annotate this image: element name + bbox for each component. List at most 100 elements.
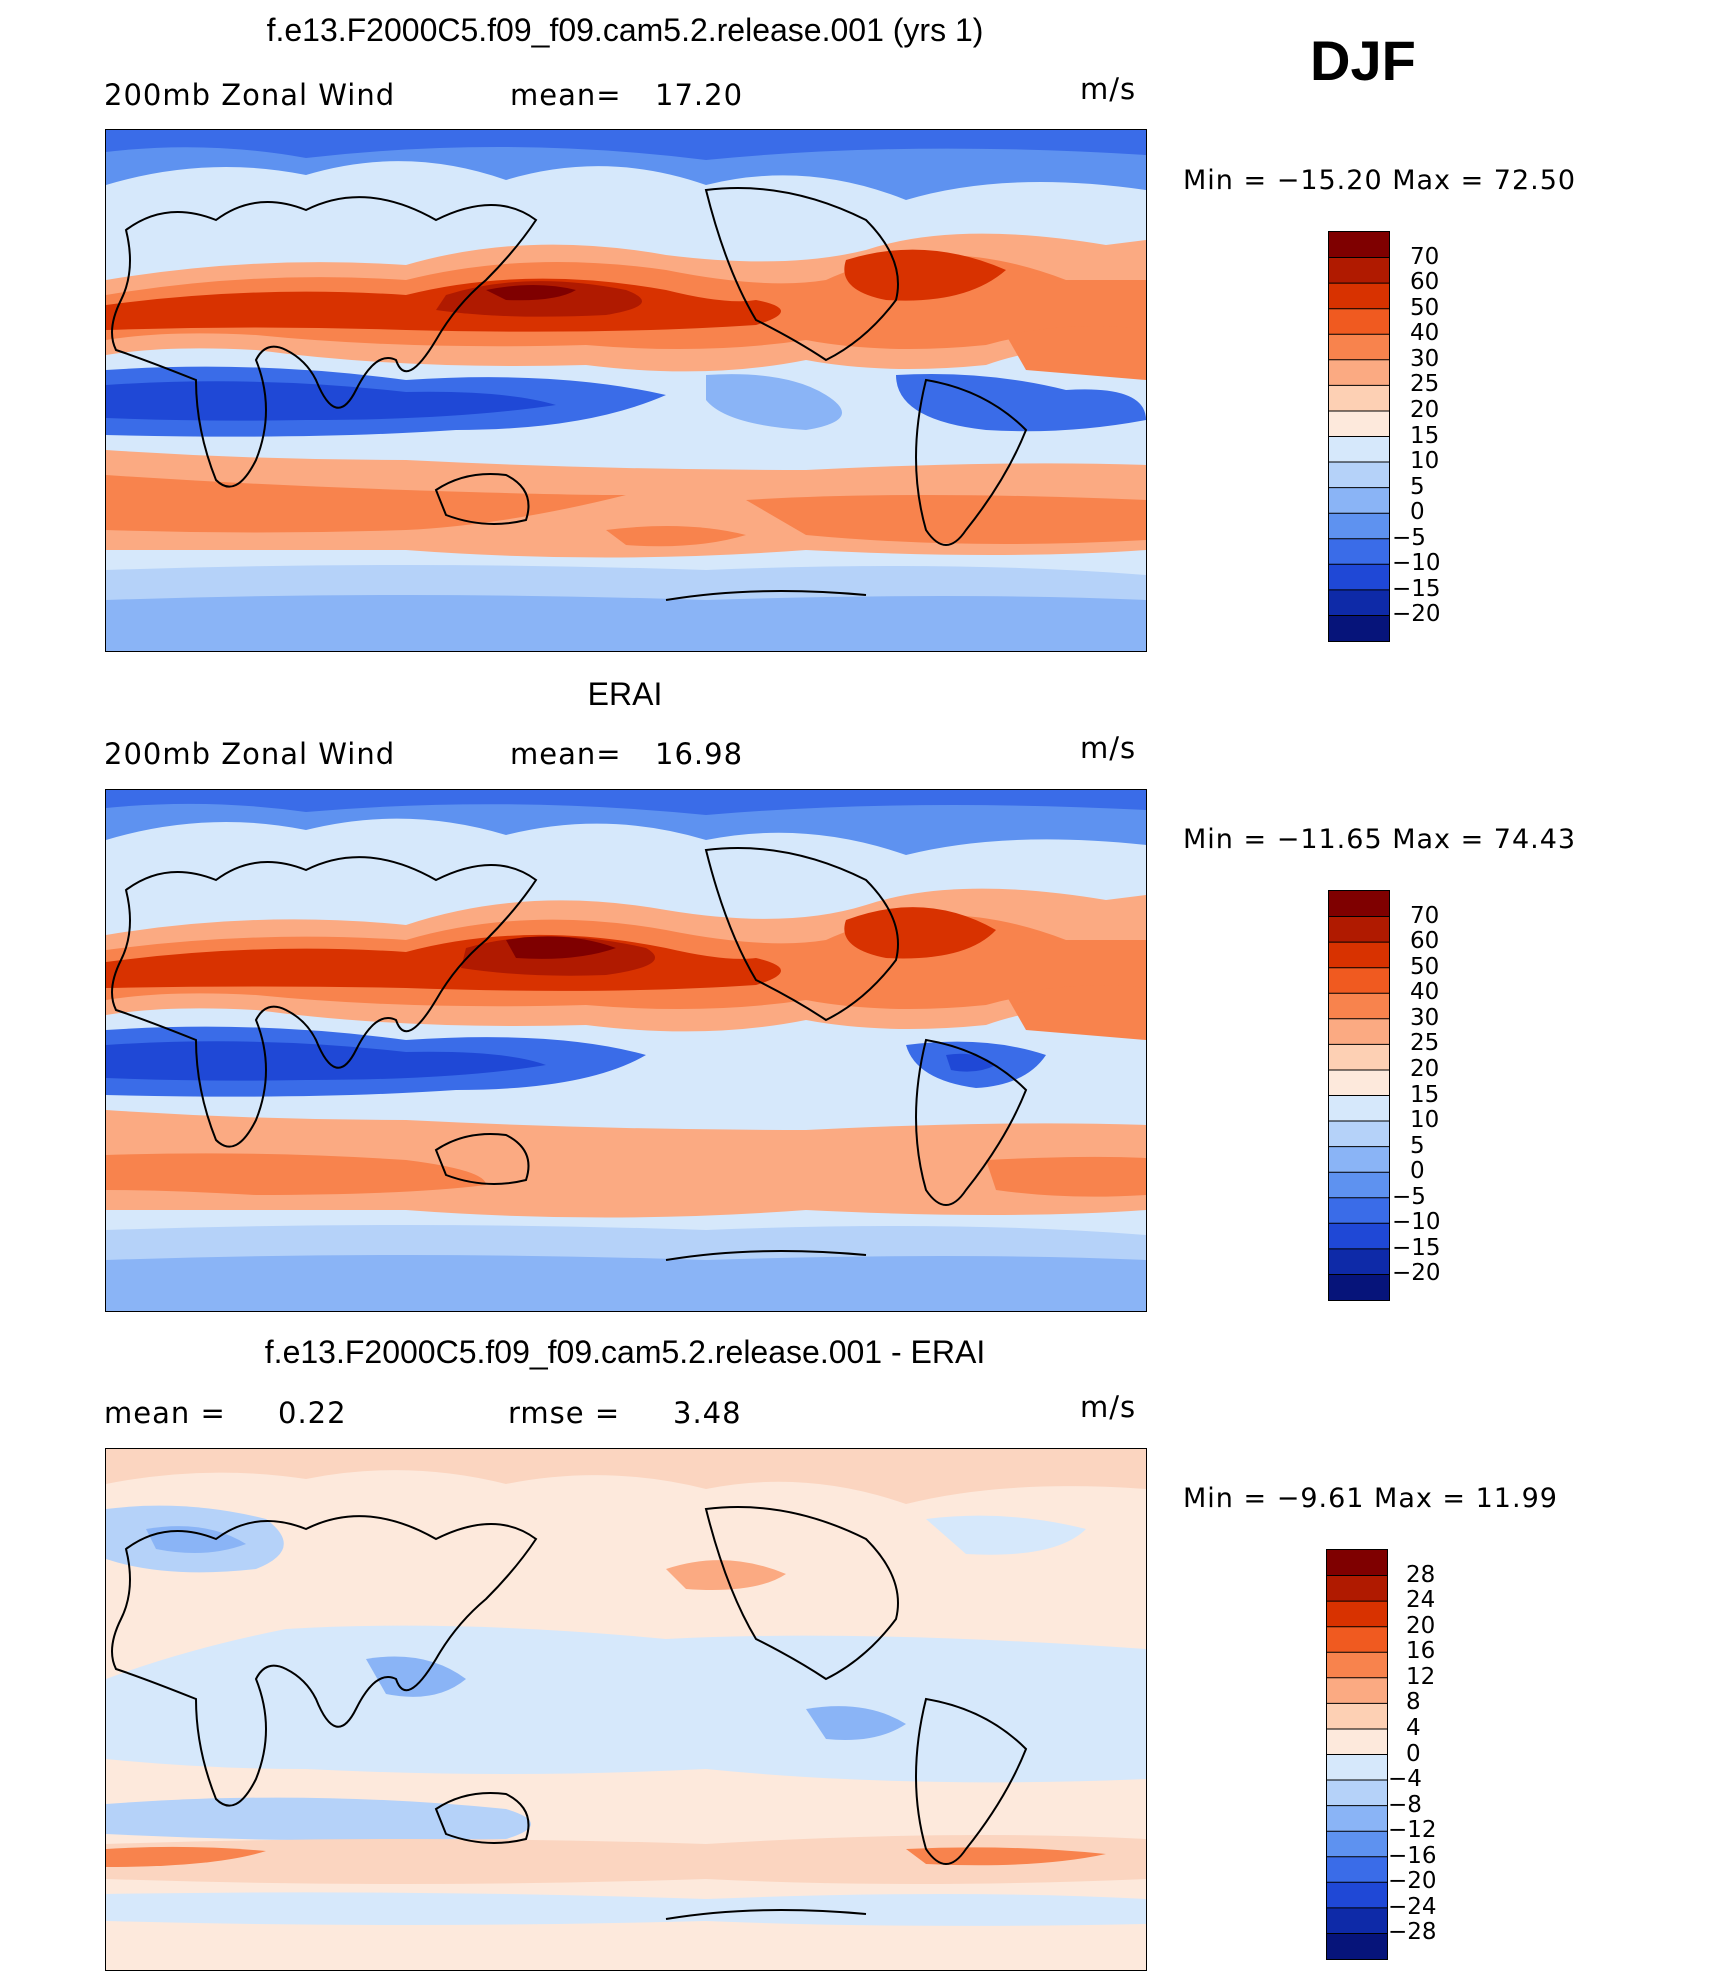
colorbar-tick-label: 28 xyxy=(1406,1561,1436,1588)
colorbar-tick-label: 25 xyxy=(1410,1030,1440,1057)
colorbar-tick-label: 50 xyxy=(1410,294,1440,321)
antarctica-outline xyxy=(665,590,867,601)
colorbar-swatch xyxy=(1327,1805,1387,1832)
colorbar-swatch xyxy=(1327,1575,1387,1602)
panel-2-title: ERAI xyxy=(587,676,663,712)
contour-pacific-trough xyxy=(706,374,842,430)
colorbar-swatch xyxy=(1329,334,1389,361)
colorbar-swatch xyxy=(1329,916,1389,943)
colorbar-swatch xyxy=(1329,589,1389,616)
colorbar-swatch xyxy=(1329,385,1389,412)
panel-3-map xyxy=(105,1448,1147,1971)
australia-outline xyxy=(434,473,530,525)
colorbar-tick-label: 60 xyxy=(1410,928,1440,955)
colorbar-swatch xyxy=(1327,1831,1387,1858)
colorbar-swatch xyxy=(1329,1248,1389,1275)
contour-nh-jet-70 xyxy=(506,936,616,959)
colorbar-swatch xyxy=(1329,564,1389,591)
contour-europe-core xyxy=(146,1526,246,1553)
contour-atlantic-jet xyxy=(844,907,996,959)
colorbar-swatch xyxy=(1329,1121,1389,1148)
colorbar-tick-label: 12 xyxy=(1406,1663,1436,1690)
colorbar-tick-label: −20 xyxy=(1392,1260,1441,1287)
colorbar-swatch xyxy=(1327,1907,1387,1934)
panel-1-map-svg xyxy=(106,130,1146,651)
australia-outline xyxy=(434,1792,530,1844)
contour-tropical-core xyxy=(106,381,556,421)
colorbar-swatch xyxy=(1329,462,1389,489)
colorbar-swatch xyxy=(1329,513,1389,540)
contour-pacific-negative xyxy=(806,1706,906,1740)
panel-3-rmse-value: 3.48 xyxy=(673,1396,742,1430)
colorbar-tick-label: 20 xyxy=(1410,396,1440,423)
panel-2-units: m/s xyxy=(1080,731,1137,765)
colorbar-swatch xyxy=(1329,942,1389,969)
panel-1-title: f.e13.F2000C5.f09_f09.cam5.2.release.001… xyxy=(266,12,984,48)
colorbar-tick-label: 30 xyxy=(1410,1004,1440,1031)
contour-north-positive xyxy=(106,1449,1146,1504)
panel-1-min-max: Min = −15.20 Max = 72.50 xyxy=(1183,165,1577,196)
colorbar-tick-label: −10 xyxy=(1392,550,1441,577)
colorbar-swatch xyxy=(1327,1728,1387,1755)
colorbar-tick-label: 0 xyxy=(1410,499,1425,526)
panel-2-colorbar-svg xyxy=(1329,891,1389,1300)
colorbar-tick-label: 40 xyxy=(1410,320,1440,347)
contour-sh-jet-40-west xyxy=(106,1153,486,1195)
colorbar-tick-label: 0 xyxy=(1406,1740,1421,1767)
colorbar-swatch xyxy=(1327,1754,1387,1781)
colorbar-tick-label: 4 xyxy=(1406,1714,1421,1741)
colorbar-tick-label: 20 xyxy=(1406,1612,1436,1639)
colorbar-tick-label: 16 xyxy=(1406,1638,1436,1665)
north-america-outline xyxy=(704,1506,899,1681)
colorbar-swatch xyxy=(1329,615,1389,641)
contour-sh-positive xyxy=(106,1835,1146,1884)
colorbar-swatch xyxy=(1329,436,1389,463)
colorbar-swatch xyxy=(1329,993,1389,1020)
panel-1-map xyxy=(105,129,1147,652)
colorbar-tick-label: −24 xyxy=(1388,1893,1437,1920)
colorbar-swatch xyxy=(1327,1933,1387,1959)
panel-1-units: m/s xyxy=(1080,72,1137,106)
panel-2-mean-label: mean= xyxy=(510,737,622,771)
colorbar-tick-label: 20 xyxy=(1410,1055,1440,1082)
colorbar-tick-label: 30 xyxy=(1410,345,1440,372)
panel-1-coastlines xyxy=(111,187,1028,601)
contour-asia-negative xyxy=(366,1656,466,1697)
colorbar-tick-label: 15 xyxy=(1410,1081,1440,1108)
colorbar-swatch xyxy=(1329,1223,1389,1250)
panel-1-variable-label: 200mb Zonal Wind xyxy=(104,78,396,112)
colorbar-tick-label: 70 xyxy=(1410,902,1440,929)
panel-2-map-svg xyxy=(106,790,1146,1311)
colorbar-tick-label: 40 xyxy=(1410,979,1440,1006)
south-america-outline xyxy=(915,378,1028,546)
colorbar-swatch xyxy=(1327,1780,1387,1807)
colorbar-tick-label: 10 xyxy=(1410,448,1440,475)
panel-2-colorbar xyxy=(1328,890,1390,1301)
colorbar-swatch xyxy=(1329,1146,1389,1173)
colorbar-swatch xyxy=(1329,283,1389,310)
antarctica-outline xyxy=(665,1250,867,1261)
colorbar-tick-label: −10 xyxy=(1392,1209,1441,1236)
contour-nh-jet-70 xyxy=(486,285,576,301)
contour-sh-jet-40-east xyxy=(986,1156,1146,1197)
contour-north-core xyxy=(106,790,1146,815)
panel-2-mean-value: 16.98 xyxy=(655,737,744,771)
colorbar-swatch xyxy=(1329,1197,1389,1224)
colorbar-swatch xyxy=(1327,1652,1387,1679)
antarctica-outline xyxy=(665,1909,867,1920)
panel-3-rmse-label: rmse = xyxy=(508,1396,621,1430)
colorbar-tick-label: 0 xyxy=(1410,1158,1425,1185)
colorbar-swatch xyxy=(1327,1601,1387,1628)
colorbar-tick-label: 5 xyxy=(1410,473,1425,500)
contour-canada-negative xyxy=(926,1515,1086,1555)
south-america-outline xyxy=(915,1038,1028,1206)
contour-sh-jet-40-east xyxy=(746,495,1146,544)
colorbar-tick-label: 25 xyxy=(1410,371,1440,398)
colorbar-swatch xyxy=(1329,1095,1389,1122)
contour-south-core xyxy=(106,595,1146,651)
colorbar-tick-label: −5 xyxy=(1392,1183,1426,1210)
season-label: DJF xyxy=(1310,29,1416,92)
colorbar-tick-label: −8 xyxy=(1388,1791,1422,1818)
colorbar-tick-label: −5 xyxy=(1392,524,1426,551)
panel-1-mean-label: mean= xyxy=(510,78,622,112)
